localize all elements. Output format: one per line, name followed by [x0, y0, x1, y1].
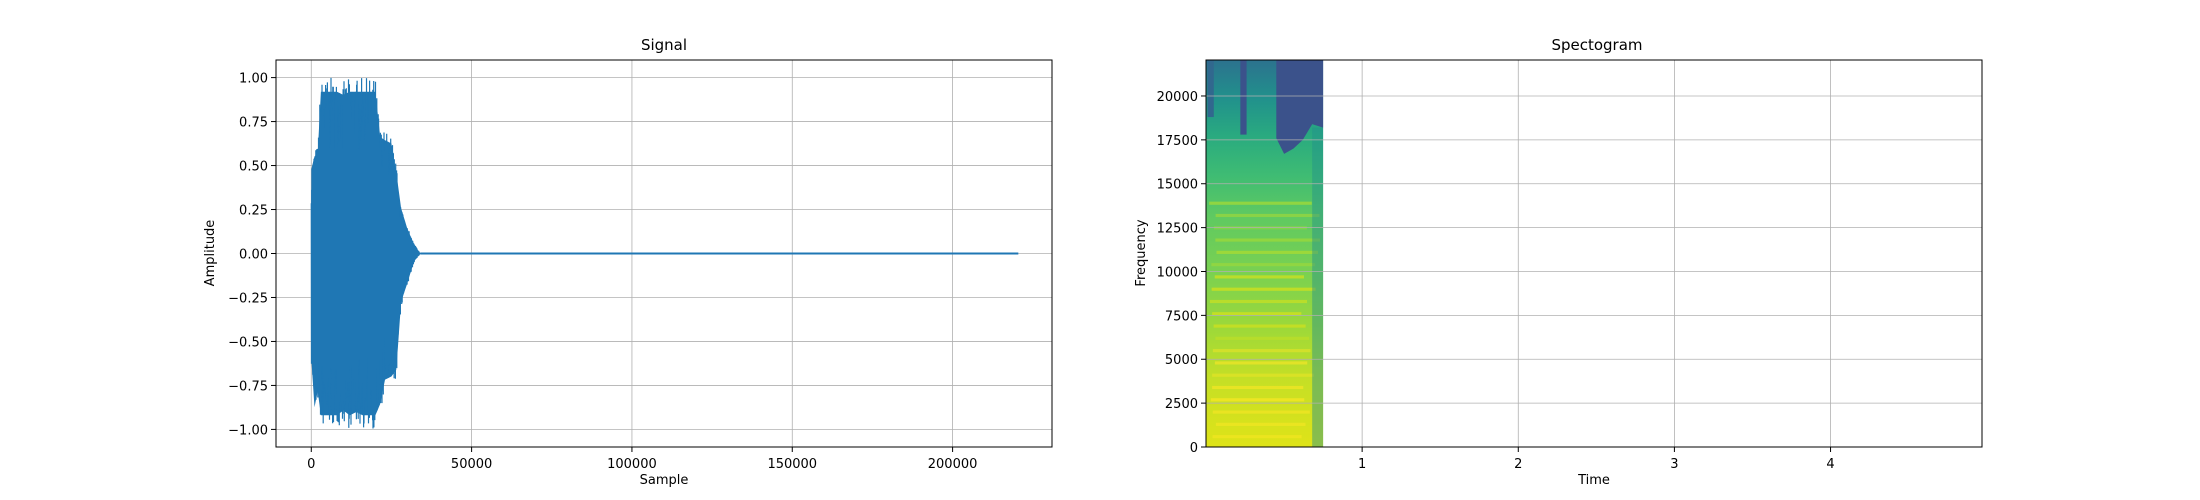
spectrogram-fade: [1312, 127, 1324, 448]
spectrogram-title: Spectogram: [1551, 36, 1642, 54]
x-tick-label: 150000: [767, 457, 817, 472]
x-tick-label: 4: [1826, 457, 1834, 472]
spectrogram-dark-strip: [1207, 60, 1214, 118]
spectrogram-ylabel: Frequency: [1134, 219, 1149, 286]
y-tick-label: 0.75: [239, 116, 268, 131]
spectrogram-frame: [1205, 59, 1983, 448]
signal-series: [310, 77, 1019, 429]
y-tick-label: 0.25: [239, 204, 268, 219]
spectrogram-axes: Spectogram 1 2 3 4 0 2500 5000 7500 10000 12500 15…: [1134, 36, 1983, 488]
spectrogram-band: [1215, 238, 1320, 242]
x-tick-label: 200000: [928, 457, 978, 472]
spectrogram-band: [1209, 299, 1308, 304]
y-tick-label: 7500: [1165, 309, 1198, 324]
y-tick-label: 1.00: [239, 72, 268, 87]
y-tick-label: 0.00: [239, 248, 268, 263]
y-tick-label: 20000: [1157, 90, 1198, 105]
x-tick-label: 3: [1670, 457, 1678, 472]
spectrogram-ticks: 1 2 3 4 0 2500 5000 7500 10000 12500 15000 17500 200…: [1157, 90, 1835, 472]
y-tick-label: 10000: [1157, 265, 1198, 280]
spectrogram-band: [1211, 287, 1316, 291]
spectrogram-band: [1212, 349, 1311, 353]
spectrogram-band: [1214, 361, 1308, 365]
spectrogram-band: [1215, 336, 1310, 340]
spectrogram-dark-strip: [1240, 60, 1247, 135]
spectrogram-band: [1212, 385, 1304, 390]
x-tick-label: 50000: [451, 457, 492, 472]
spectrogram-band: [1215, 422, 1306, 426]
signal-xlabel: Sample: [640, 473, 689, 488]
y-tick-label: 17500: [1157, 134, 1198, 149]
y-tick-label: 2500: [1165, 397, 1198, 412]
y-tick-label: 0: [1190, 441, 1198, 456]
x-tick-label: 1: [1358, 457, 1366, 472]
signal-ylabel: Amplitude: [203, 220, 218, 287]
x-tick-label: 2: [1514, 457, 1522, 472]
spectrogram-band: [1212, 373, 1315, 377]
y-tick-label: 5000: [1165, 353, 1198, 368]
x-tick-label: 0: [307, 457, 315, 472]
y-tick-label: 12500: [1157, 222, 1198, 237]
spectrogram-band: [1212, 410, 1310, 414]
signal-axes: Signal 0 50000 100000 150000 200000 −1.00 −0.7…: [203, 36, 1053, 488]
y-tick-label: −0.50: [228, 335, 268, 350]
spectrogram-band: [1210, 398, 1305, 402]
spectrogram-image: [1206, 60, 1324, 448]
x-tick-label: 100000: [607, 457, 657, 472]
y-tick-label: −0.75: [228, 379, 268, 394]
signal-ticks: 0 50000 100000 150000 200000 −1.00 −0.75 −0.50 −…: [228, 72, 977, 472]
y-tick-label: −1.00: [228, 423, 268, 438]
y-tick-label: 0.50: [239, 160, 268, 175]
spectrogram-band: [1213, 324, 1306, 328]
spectrogram-band: [1211, 263, 1316, 267]
spectrogram-xlabel: Time: [1577, 473, 1610, 488]
spectrogram-dark-region: [1276, 60, 1324, 154]
y-tick-label: −0.25: [228, 291, 268, 306]
spectrogram-band: [1214, 275, 1305, 279]
spectrogram-band: [1216, 250, 1319, 254]
signal-waveform: [310, 77, 421, 429]
spectrogram-band: [1212, 435, 1302, 439]
signal-title: Signal: [641, 36, 687, 54]
y-tick-label: 15000: [1157, 178, 1198, 193]
spectrogram-band: [1209, 201, 1312, 205]
spectrogram-band: [1215, 213, 1320, 218]
spectrogram-band: [1212, 312, 1302, 316]
